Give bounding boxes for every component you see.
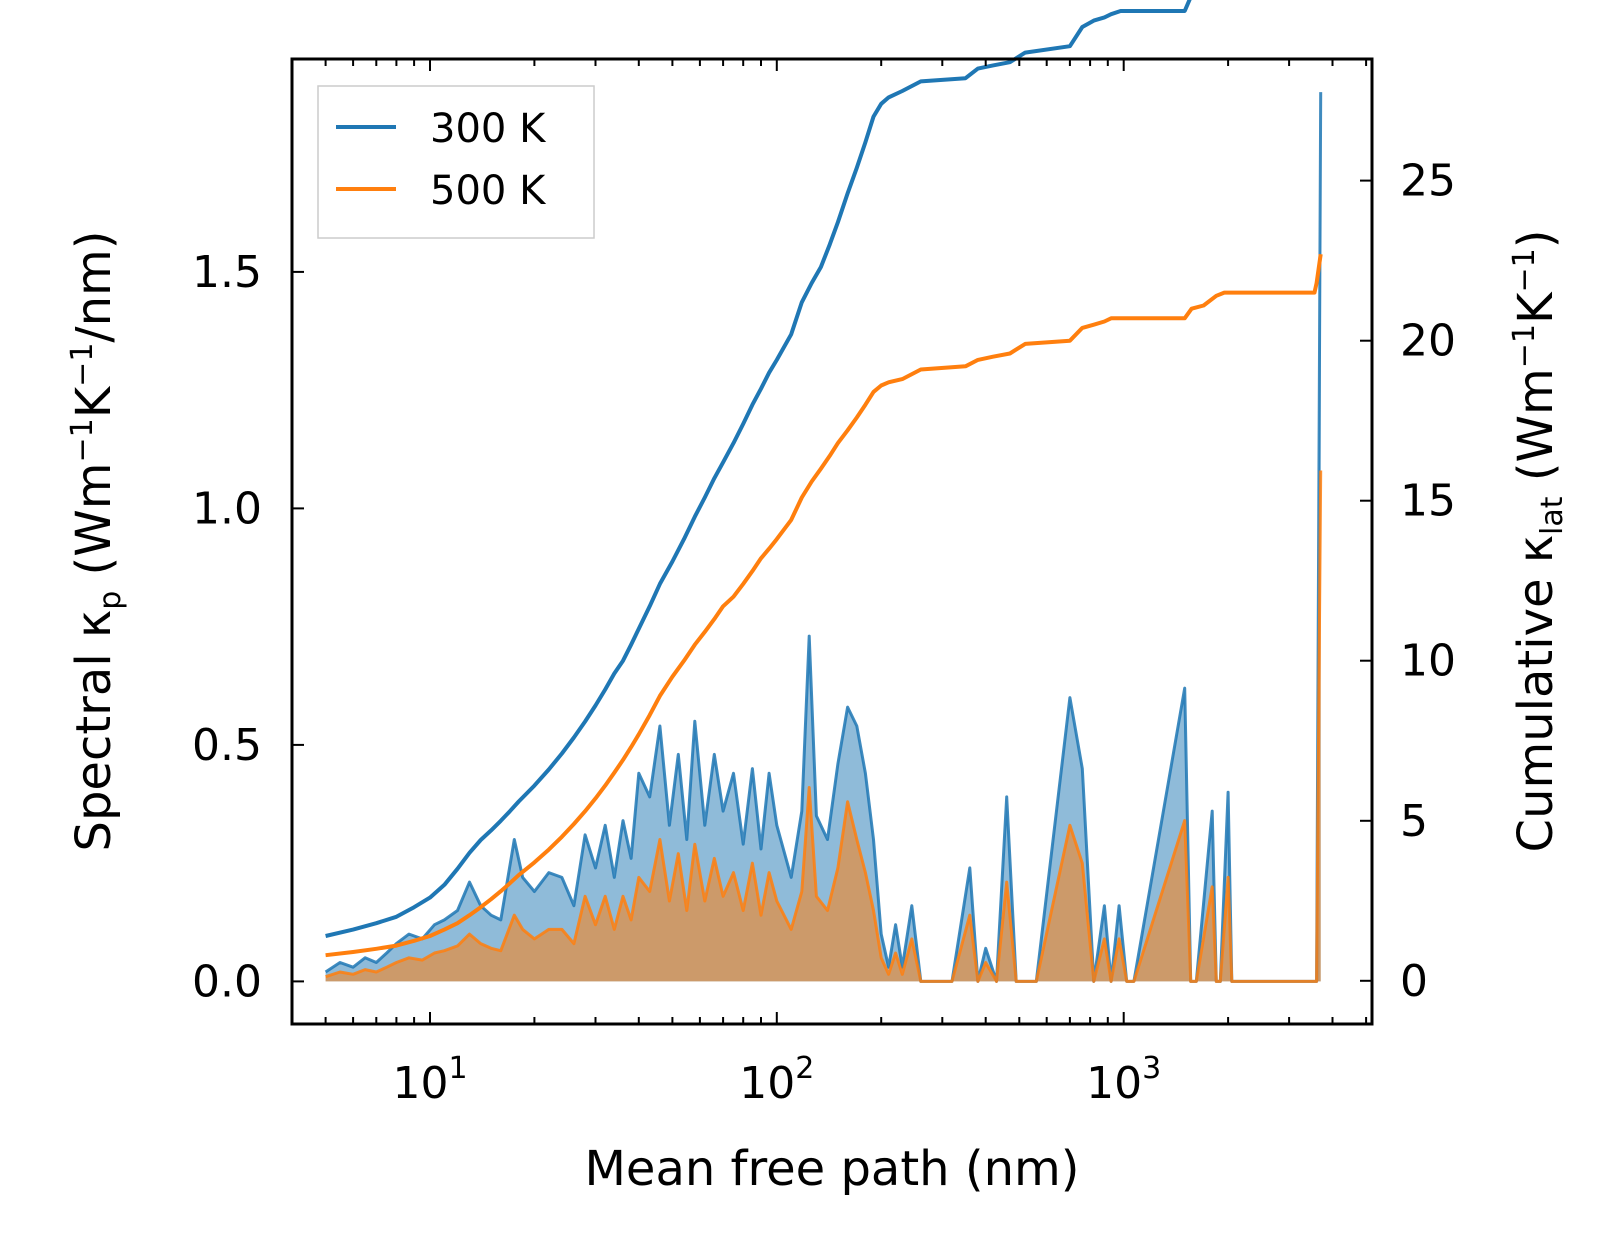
x-tick-label-10: 101 [392,1051,467,1109]
spectral-lines [324,92,1323,983]
y-left-tick-label: 0.5 [192,720,262,771]
cumulative-line-300k [325,0,1192,938]
legend-label-300k: 300 K [430,106,547,152]
y-right-tick-label: 5 [1400,796,1428,847]
x-tick-label-100: 102 [739,1051,814,1109]
y-left-tick-label: 1.5 [192,247,262,298]
y-right-axis-label: Cumulative κlat (Wm−1K−1) [1507,230,1570,853]
spectral-line-500k [325,470,1323,983]
legend-label-500k: 500 K [430,168,547,214]
y-right-tick-label: 0 [1400,956,1428,1007]
cumulative-lines [325,0,1323,958]
spectral-fill-500k [325,470,1321,982]
y-right-tick-label: 15 [1400,476,1456,527]
y-left-tick-label: 0.0 [192,956,262,1007]
y-left-tick-label: 1.0 [192,483,262,534]
legend-box [317,85,595,239]
y-left-axis-label: Spectral κp (Wm−1K−1/nm) [65,231,128,852]
legend: 300 K 500 K [317,85,595,239]
cumulative-line-500k [325,253,1323,958]
x-tick-label-1000: 103 [1086,1051,1161,1109]
x-axis-label: Mean free path (nm) [585,1141,1080,1197]
axis-ticks [291,59,1372,1024]
spectral-line-300k [324,92,1323,983]
spectral-fills [325,92,1321,982]
y-right-tick-label: 10 [1400,636,1456,687]
y-right-tick-label: 20 [1400,316,1456,367]
y-right-tick-label: 25 [1400,156,1456,207]
plot-frame [290,57,1374,1026]
spectral-fill-300k [325,92,1321,982]
